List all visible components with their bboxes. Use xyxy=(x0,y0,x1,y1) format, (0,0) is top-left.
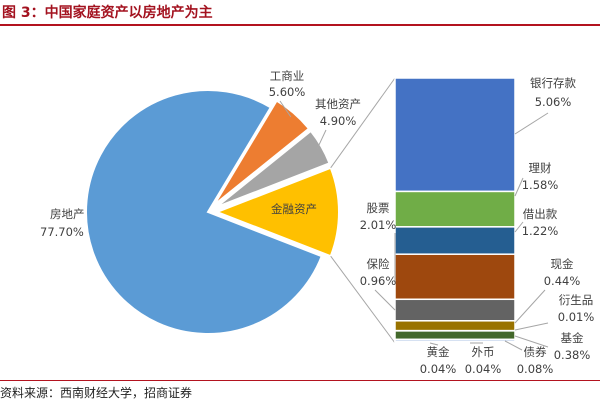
bar-value-label: 0.44% xyxy=(544,274,581,288)
title-rule xyxy=(0,24,600,26)
bar-segment-item-0 xyxy=(394,77,516,193)
source-rule xyxy=(0,380,600,381)
bar-category-label: 黄金 xyxy=(427,345,450,359)
bar-category-label: 理财 xyxy=(529,161,552,175)
pie-slice-item-2 xyxy=(215,129,331,209)
bar-category-label: 现金 xyxy=(551,257,574,271)
bar-category-label: 外币 xyxy=(472,345,495,359)
connector-line-bottom xyxy=(330,255,396,344)
pie-value-label: 77.70% xyxy=(40,225,84,239)
bar-leader-line xyxy=(514,221,524,233)
pie-value-label: 5.60% xyxy=(269,85,306,99)
connector-line-top xyxy=(330,77,396,169)
bar-value-label: 1.22% xyxy=(522,224,559,238)
bar-leader-line xyxy=(514,177,524,197)
pie-of-bar-chart: 房地产 77.70% 工商业 5.60% 其他资产 4.90% 金融资产 银行存款 5.06% 理… xyxy=(40,69,594,376)
bar-category-label: 借出款 xyxy=(523,207,558,221)
bar-value-label: 0.04% xyxy=(420,362,457,376)
bar-segment-item-7 xyxy=(394,330,516,341)
pie-leader-line xyxy=(316,129,327,150)
bar-leader-line xyxy=(504,340,523,351)
pie-slice-item-0 xyxy=(85,89,324,335)
pie-value-label: 4.90% xyxy=(320,114,357,128)
pie-category-label: 房地产 xyxy=(50,207,85,221)
bar-segment-item-4 xyxy=(394,298,516,322)
pie-leader-line xyxy=(279,100,292,118)
bar-category-label: 银行存款 xyxy=(530,76,576,90)
bar-segment-item-1 xyxy=(394,190,516,228)
connector-lines xyxy=(330,77,396,344)
pie-category-label: 金融资产 xyxy=(271,202,317,216)
bar-leader-line xyxy=(374,289,396,311)
bar-leader-line xyxy=(514,289,546,324)
pie-chart xyxy=(85,89,340,335)
bar-category-label: 衍生品 xyxy=(559,293,594,307)
figure-title: 图 3：中国家庭资产以房地产为主 xyxy=(2,5,213,21)
bar-value-label: 2.01% xyxy=(360,218,397,232)
bar-category-label: 股票 xyxy=(367,201,390,215)
pie-category-label: 工商业 xyxy=(270,69,305,83)
bar-segment-item-5 xyxy=(394,320,516,332)
pie-category-label: 其他资产 xyxy=(315,97,361,111)
bar-value-label: 0.96% xyxy=(360,274,397,288)
data-labels: 房地产 77.70% 工商业 5.60% 其他资产 4.90% 金融资产 银行存款 5.06% 理… xyxy=(40,69,594,376)
bar-value-label: 5.06% xyxy=(535,95,572,109)
pie-slice-item-1 xyxy=(213,99,311,206)
bar-category-label: 保险 xyxy=(367,257,390,271)
bar-segment-item-2 xyxy=(394,226,516,255)
bar-segment-item-3 xyxy=(394,253,516,301)
bar-value-label: 0.08% xyxy=(517,362,554,376)
bar-value-label: 0.01% xyxy=(558,310,595,324)
bar-category-label: 基金 xyxy=(561,331,584,345)
bar-category-label: 债券 xyxy=(524,345,547,359)
source-note: 资料来源：西南财经大学，招商证券 xyxy=(0,386,193,400)
bar-value-label: 1.58% xyxy=(522,178,559,192)
pie-slice-item-3 xyxy=(214,166,340,258)
bar-leader-line xyxy=(514,322,549,331)
bar-leader-line xyxy=(429,342,439,346)
bar-leader-line xyxy=(514,335,549,348)
bar-leader-line xyxy=(514,112,549,135)
bar-value-label: 0.38% xyxy=(554,348,591,362)
bar-value-label: 0.04% xyxy=(465,362,502,376)
stacked-bar xyxy=(394,77,516,344)
bar-segment-item-10 xyxy=(394,341,516,344)
